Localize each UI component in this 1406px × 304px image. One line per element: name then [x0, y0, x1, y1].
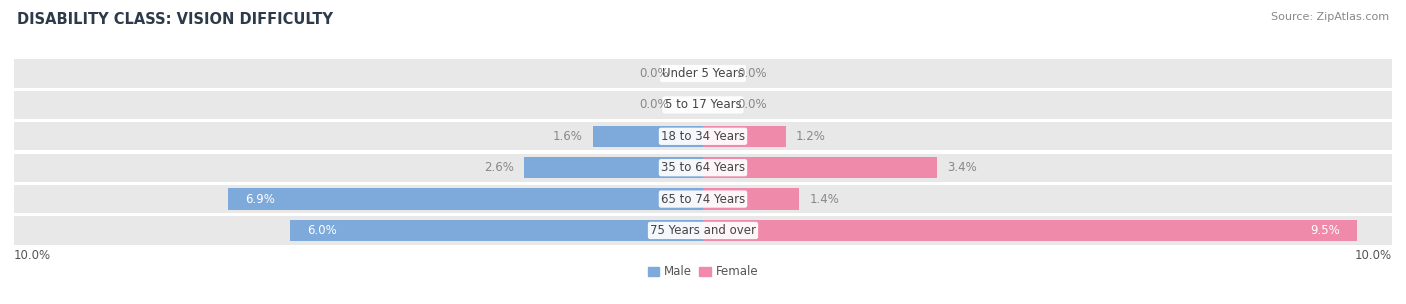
Bar — [524, 157, 703, 178]
Text: Source: ZipAtlas.com: Source: ZipAtlas.com — [1271, 12, 1389, 22]
Bar — [703, 216, 1392, 245]
Bar — [703, 188, 800, 210]
Bar — [14, 185, 703, 213]
Text: 35 to 64 Years: 35 to 64 Years — [661, 161, 745, 174]
Bar — [593, 126, 703, 147]
Text: 3.4%: 3.4% — [948, 161, 977, 174]
Text: Under 5 Years: Under 5 Years — [662, 67, 744, 80]
Text: 0.0%: 0.0% — [638, 98, 669, 112]
Bar — [703, 122, 1392, 150]
Text: 10.0%: 10.0% — [1355, 249, 1392, 262]
Text: 65 to 74 Years: 65 to 74 Years — [661, 192, 745, 206]
Text: 9.5%: 9.5% — [1310, 224, 1340, 237]
Text: 1.2%: 1.2% — [796, 130, 825, 143]
Bar — [14, 216, 703, 245]
Text: 1.6%: 1.6% — [553, 130, 582, 143]
Bar — [703, 154, 1392, 182]
Bar — [703, 157, 938, 178]
Text: DISABILITY CLASS: VISION DIFFICULTY: DISABILITY CLASS: VISION DIFFICULTY — [17, 12, 333, 27]
Bar — [14, 154, 703, 182]
Bar — [703, 185, 1392, 213]
Bar — [703, 91, 1392, 119]
Bar — [703, 59, 1392, 88]
Bar — [703, 220, 1358, 241]
Bar — [14, 91, 703, 119]
Legend: Male, Female: Male, Female — [648, 265, 758, 278]
Text: 75 Years and over: 75 Years and over — [650, 224, 756, 237]
Text: 0.0%: 0.0% — [738, 98, 768, 112]
Text: 1.4%: 1.4% — [810, 192, 839, 206]
Text: 5 to 17 Years: 5 to 17 Years — [665, 98, 741, 112]
Text: 18 to 34 Years: 18 to 34 Years — [661, 130, 745, 143]
Bar — [14, 122, 703, 150]
Bar — [703, 126, 786, 147]
Bar — [228, 188, 703, 210]
Text: 6.9%: 6.9% — [245, 192, 274, 206]
Bar — [290, 220, 703, 241]
Text: 10.0%: 10.0% — [14, 249, 51, 262]
Text: 0.0%: 0.0% — [738, 67, 768, 80]
Text: 2.6%: 2.6% — [484, 161, 513, 174]
Text: 6.0%: 6.0% — [307, 224, 336, 237]
Bar — [14, 59, 703, 88]
Text: 0.0%: 0.0% — [638, 67, 669, 80]
